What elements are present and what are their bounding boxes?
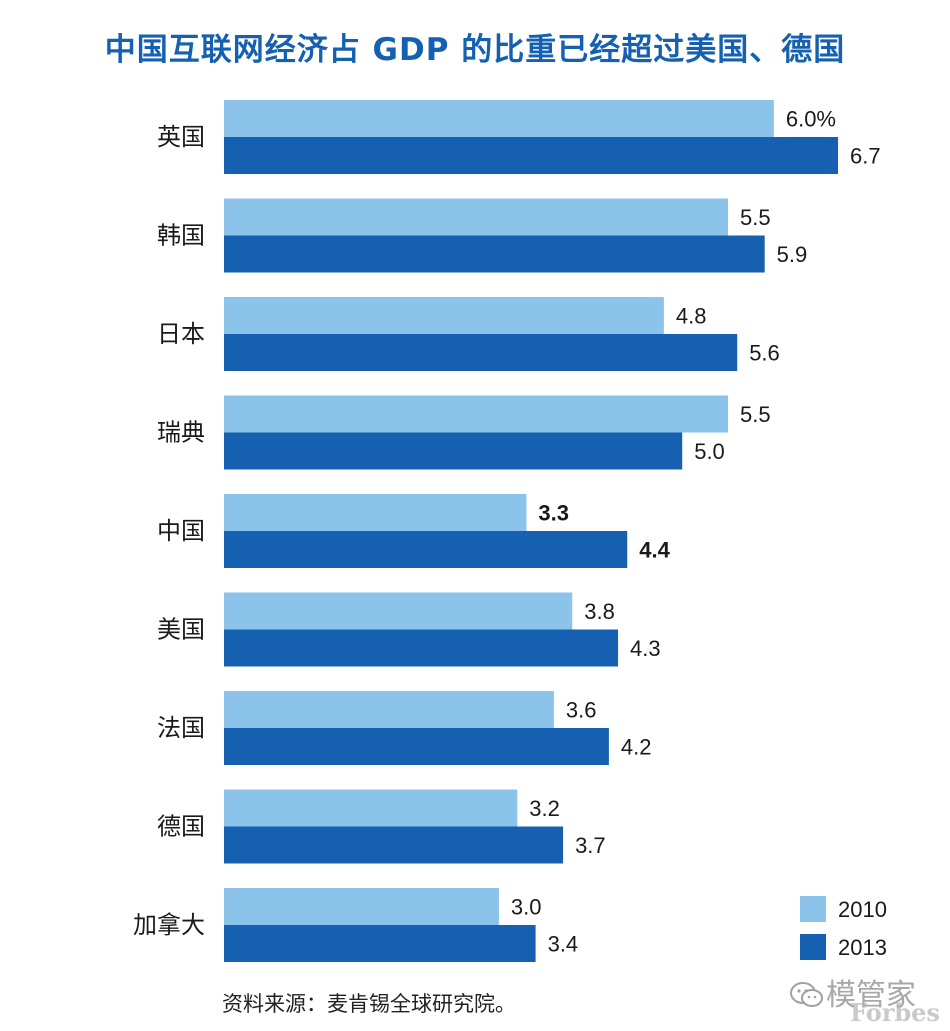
data-label: 4.4 [639,538,670,563]
legend-label: 2013 [838,935,887,960]
bar-2010 [224,100,774,137]
bar-2010 [224,691,554,728]
data-label: 5.9 [777,242,808,267]
category-label: 美国 [157,616,205,644]
legend-label: 2010 [838,897,887,922]
data-label: 4.8 [676,304,707,329]
data-label: 5.0 [694,439,725,464]
legend-swatch-2010 [800,896,826,922]
data-label: 3.4 [548,932,579,957]
source-note: 资料来源：麦肯锡全球研究院。 [222,992,516,1016]
category-label: 韩国 [157,222,205,250]
legend-swatch-2013 [800,934,826,960]
data-label: 5.5 [740,402,771,427]
data-label: 3.2 [529,796,560,821]
data-label: 6.7 [850,144,881,169]
bar-2010 [224,395,729,433]
bar-2010 [224,789,518,827]
bar-2013 [224,826,564,864]
data-label: 3.8 [584,599,615,624]
chart-title: 中国互联网经济占 GDP 的比重已经超过美国、德国 [104,32,846,68]
data-label: 4.2 [621,735,652,760]
bar-2013 [224,334,738,371]
watermark-forbes: Forbes [850,998,940,1027]
data-label: 5.6 [749,341,780,366]
category-label: 中国 [157,517,205,545]
category-label: 加拿大 [133,911,205,939]
wechat-icon [790,982,823,1007]
bar-2013 [224,235,765,273]
category-label: 法国 [157,714,205,742]
bar-2010 [224,592,573,630]
category-label: 英国 [157,123,205,151]
bar-2013 [224,728,609,765]
data-label: 6.0% [786,107,836,132]
bar-2013 [224,629,619,667]
bar-2010 [224,198,729,236]
data-label: 3.3 [538,501,569,526]
bar-2010 [224,888,499,925]
data-label: 3.0 [511,895,542,920]
bar-2013 [224,531,628,568]
bar-2013 [224,432,683,470]
watermark: 模管家 Forbes [790,968,940,1027]
data-label: 5.5 [740,205,771,230]
bar-2013 [224,137,838,174]
watermark-text: 模管家 [826,978,916,1013]
data-label: 4.3 [630,636,661,661]
bar-2010 [224,297,664,334]
data-label: 3.6 [566,698,597,723]
category-label: 瑞典 [157,419,205,447]
category-label: 日本 [157,320,205,348]
bar-2013 [224,925,536,962]
bar-2010 [224,494,527,531]
category-label: 德国 [157,813,205,841]
data-label: 3.7 [575,833,606,858]
